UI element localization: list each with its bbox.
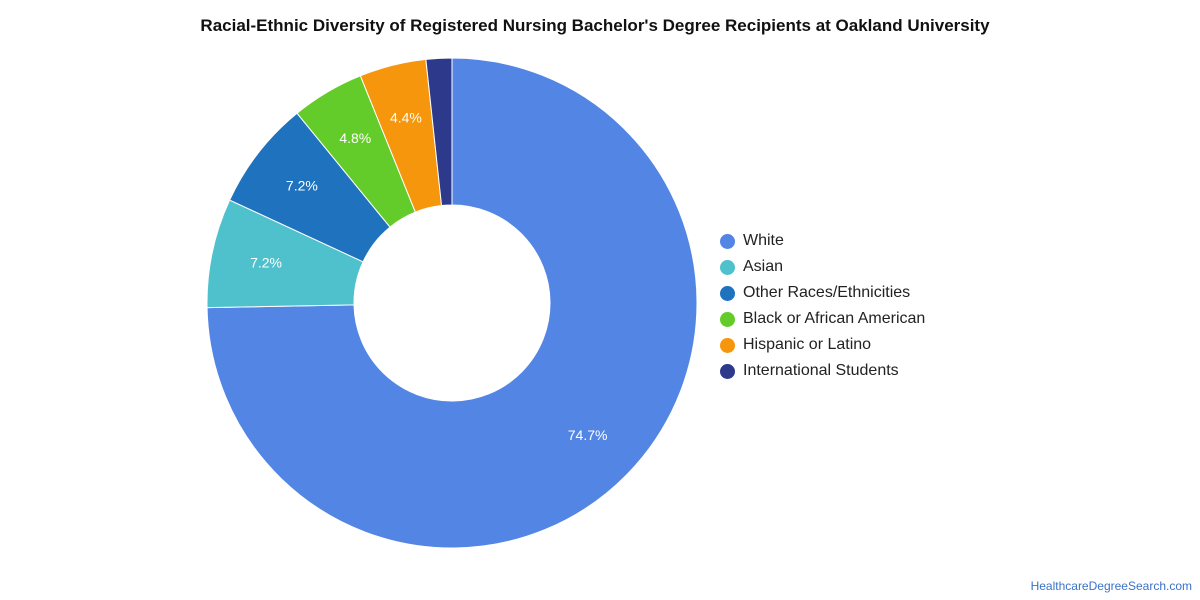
legend-label: Other Races/Ethnicities [743,284,911,301]
data-label: 7.2% [286,177,318,193]
legend-label: Hispanic or Latino [743,336,872,353]
source-link[interactable]: HealthcareDegreeSearch.com [1030,579,1192,593]
legend-label: Asian [743,258,784,275]
pie-slice-international-students[interactable] [425,57,453,207]
pie-slice-white[interactable] [206,57,698,549]
legend-item[interactable]: White [720,228,925,254]
legend-swatch [720,363,735,379]
legend-label: White [743,232,784,249]
legend-swatch [720,285,735,301]
legend-item[interactable]: Hispanic or Latino [720,332,925,358]
legend-swatch [720,311,735,327]
legend-label: Black or African American [743,310,926,327]
legend-item[interactable]: International Students [720,358,925,384]
legend-swatch [720,337,735,353]
data-label: 4.8% [339,130,371,146]
chart-legend: White Asian Other Races/Ethnicities Black o… [720,228,925,384]
legend-item[interactable]: Other Races/Ethnicities [720,280,925,306]
legend-swatch [720,233,735,249]
legend-item[interactable]: Black or African American [720,306,925,332]
legend-swatch [720,259,735,275]
data-label: 7.2% [250,255,282,271]
legend-item[interactable]: Asian [720,254,925,280]
data-label: 74.7% [568,427,608,443]
legend-label: International Students [743,362,899,379]
chart-title: Racial-Ethnic Diversity of Registered Nu… [200,16,990,35]
data-label: 4.4% [390,109,422,125]
